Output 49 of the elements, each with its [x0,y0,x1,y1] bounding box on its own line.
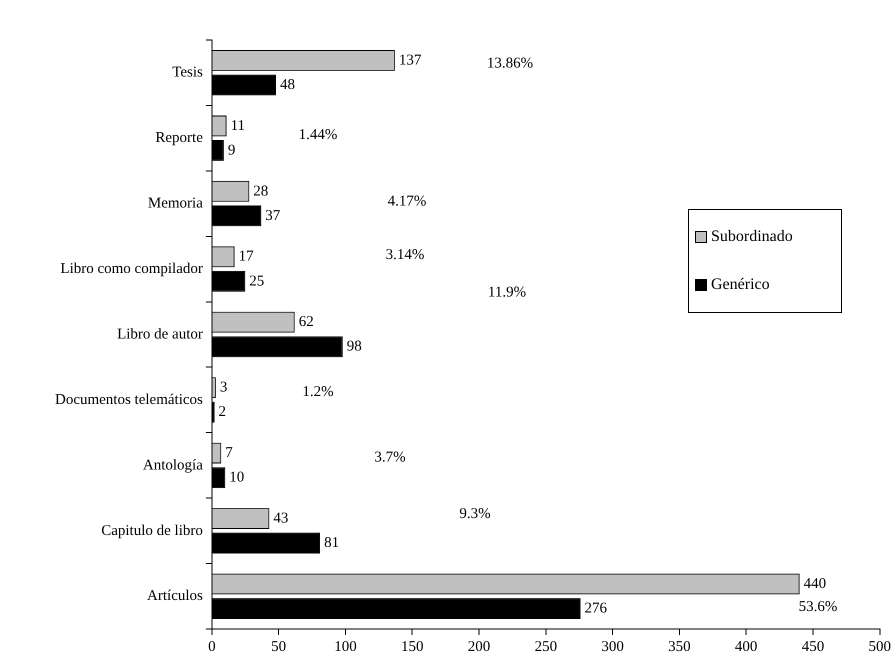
annotation: 9.3% [459,506,491,522]
data-label: 137 [398,52,422,68]
data-label: 276 [584,600,608,616]
annotation: 3.14% [386,246,424,263]
y-tick-label: Capitulo de libro [101,522,203,539]
data-label: 43 [273,510,288,526]
data-label: 9 [228,142,236,158]
x-tick-label: 300 [601,638,624,655]
legend-label: Genérico [711,276,770,294]
x-tick-label: 0 [208,638,216,655]
x-tick-label: 250 [534,638,558,655]
x-tick-label: 350 [668,638,691,655]
y-tick-label: Memoria [148,196,204,212]
y-tick-label: Antología [142,457,204,474]
data-label: 25 [249,273,264,290]
y-tick-label: Libro de autor [117,326,203,342]
data-label: 11 [230,118,246,134]
annotation: 3.7% [374,449,406,466]
data-label: 10 [229,470,244,486]
data-label: 3 [220,380,228,396]
data-label: 48 [280,76,295,93]
x-tick-label: 450 [802,638,824,655]
data-label: 2 [218,404,226,420]
annotation: 11.9% [488,284,526,300]
x-tick-label: 50 [271,638,286,655]
data-label: 62 [298,314,314,330]
x-tick-label: 500 [868,638,891,655]
annotation: 4.17% [388,194,426,210]
x-tick-label: 100 [334,638,357,655]
annotation: 53.6% [798,599,838,616]
annotation: 1.2% [302,384,334,400]
y-tick-label: Documentos telemáticos [54,392,204,408]
y-tick-label: Tesis [172,64,204,81]
x-tick-label: 400 [734,638,758,655]
annotation: 1.44% [298,127,338,144]
y-tick-label: Artículos [147,588,204,604]
data-label: 17 [238,248,254,265]
data-label: 7 [225,445,234,462]
x-tick-label: 200 [468,638,490,655]
data-label: 37 [265,208,281,224]
annotation: 13.86% [486,56,534,72]
y-tick-label: Reporte [155,130,204,146]
data-label: 440 [804,576,826,592]
y-tick-label: Libro como compilador [60,260,203,277]
legend-label: Subordinado [711,228,793,246]
data-label: 98 [346,338,362,355]
x-tick-label: 150 [400,638,424,655]
data-label: 81 [324,535,340,552]
data-label: 28 [253,183,268,200]
